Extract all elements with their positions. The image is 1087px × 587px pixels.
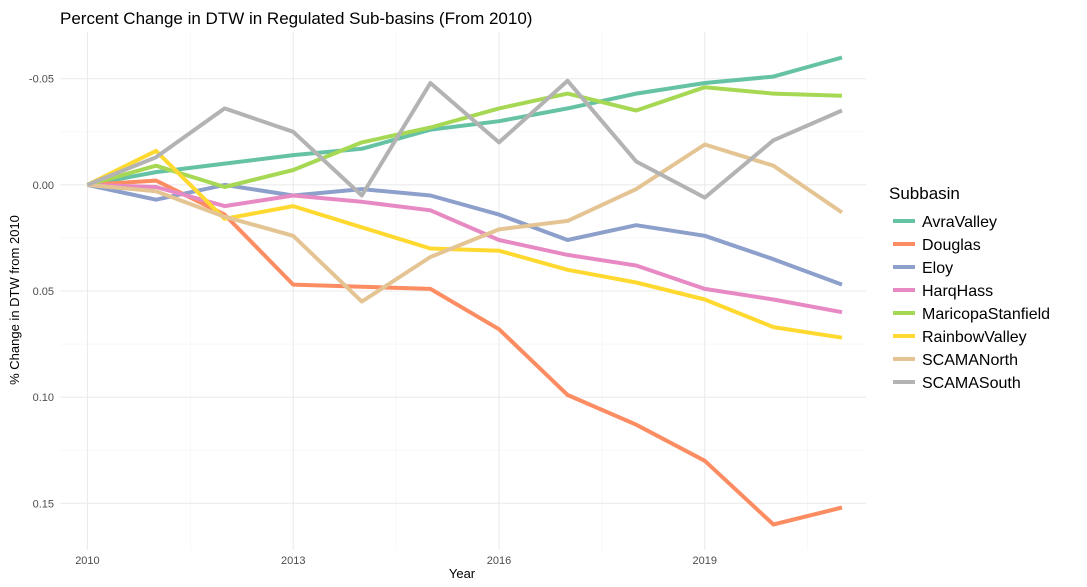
y-tick-label: 0.00 [33, 180, 54, 192]
legend: Subbasin AvraValley Douglas Eloy HarqHass Ma… [889, 184, 1050, 392]
axis-ticks: 2010 2013 2016 2019 -0.05 0.00 0.05 0.10 0.15 [29, 74, 717, 567]
legend-label: RainbowValley [922, 329, 1027, 346]
series-line-douglas [87, 178, 843, 527]
x-tick-label: 2019 [693, 555, 717, 567]
legend-label: SCAMASouth [922, 375, 1021, 392]
series-line-scamasouth [86, 78, 843, 200]
y-tick-label: 0.15 [33, 498, 54, 510]
x-tick-label: 2013 [281, 555, 305, 567]
series-lines [86, 55, 844, 527]
y-axis-label: % Change in DTW from 2010 [7, 215, 22, 385]
legend-label: SCAMANorth [922, 352, 1018, 369]
legend-label: HarqHass [922, 283, 993, 300]
legend-label: Eloy [922, 260, 953, 277]
y-tick-label: 0.10 [33, 392, 54, 404]
series-line-scamanorth [87, 142, 844, 304]
series-line-eloy [86, 182, 843, 287]
series-line-harqhass [87, 182, 843, 315]
y-tick-label: 0.05 [33, 286, 54, 298]
series-line-avravalley [87, 55, 843, 187]
series-line-rainbowvalley [86, 148, 843, 340]
y-tick-label: -0.05 [29, 74, 54, 86]
x-axis-label: Year [449, 566, 476, 581]
legend-label: MaricopaStanfield [922, 306, 1050, 323]
legend-label: Douglas [922, 237, 981, 254]
chart-title: Percent Change in DTW in Regulated Sub-b… [60, 9, 532, 28]
series-line-maricopastanfield [86, 85, 843, 189]
x-tick-label: 2016 [487, 555, 511, 567]
legend-label: AvraValley [922, 214, 997, 231]
x-tick-label: 2010 [75, 555, 99, 567]
legend-title: Subbasin [889, 184, 960, 203]
